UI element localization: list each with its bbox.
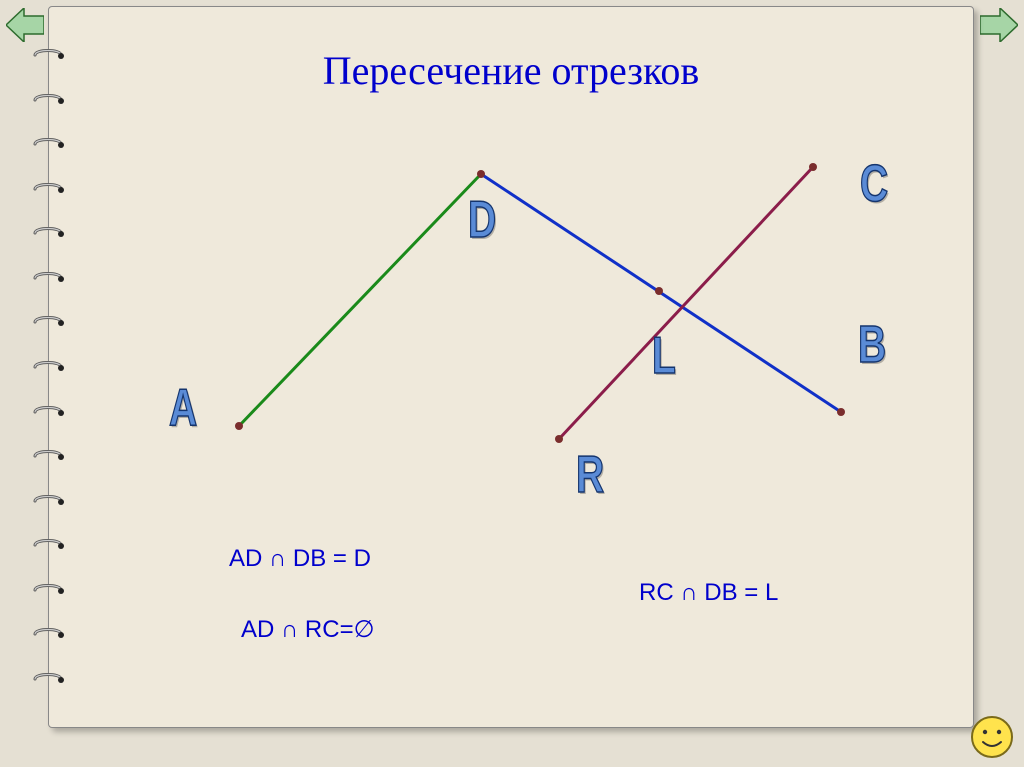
smiley-button[interactable] [970, 715, 1014, 759]
slide-binder: Пересечение отрезков ADBCLR AD ∩ DB = D … [48, 6, 974, 728]
segment-RC [559, 167, 813, 439]
prev-slide-button[interactable] [6, 8, 44, 42]
equation-ad-db: AD ∩ DB = D [229, 545, 371, 573]
arrow-left-icon [6, 8, 44, 42]
label-A: A [169, 382, 197, 434]
label-R: R [576, 449, 604, 501]
point-L [655, 287, 663, 295]
label-C: C [860, 158, 888, 210]
equation-rc-db: RC ∩ DB = L [639, 579, 778, 607]
smiley-icon [970, 715, 1014, 759]
segment-AD [239, 174, 481, 426]
point-D [477, 170, 485, 178]
label-D: D [468, 194, 496, 246]
label-L: L [652, 330, 676, 382]
next-slide-button[interactable] [980, 8, 1018, 42]
segments-diagram [49, 7, 973, 727]
slide-page: Пересечение отрезков ADBCLR AD ∩ DB = D … [0, 0, 1024, 767]
point-A [235, 422, 243, 430]
point-C [809, 163, 817, 171]
arrow-right-icon [980, 8, 1018, 42]
equation-ad-rc: AD ∩ RC=∅ [241, 615, 375, 644]
point-B [837, 408, 845, 416]
point-R [555, 435, 563, 443]
label-B: B [858, 319, 886, 371]
